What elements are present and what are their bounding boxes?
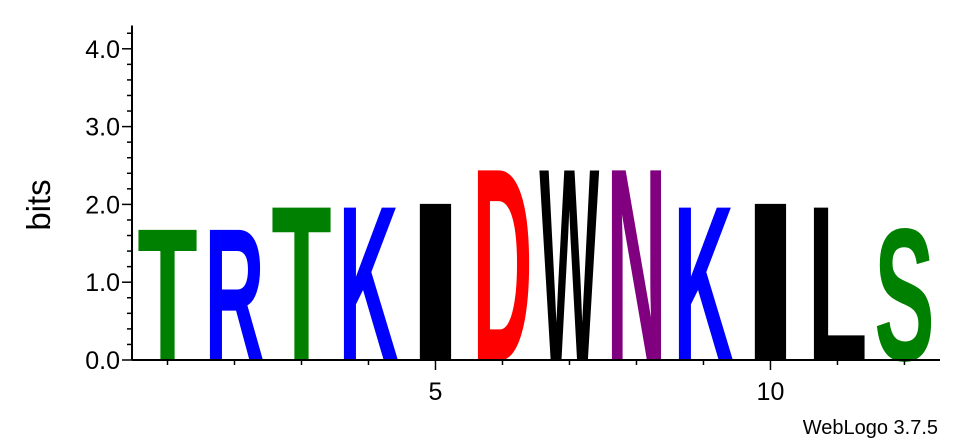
logo-letter-12: S bbox=[874, 190, 934, 401]
logo-letter-4: K bbox=[338, 160, 398, 407]
x-tick-label: 5 bbox=[429, 378, 443, 406]
y-tick-label: 2.0 bbox=[85, 191, 120, 219]
logo-letter-11: L bbox=[807, 161, 867, 408]
y-tick-label: 1.0 bbox=[85, 269, 120, 297]
y-tick-label: 0.0 bbox=[85, 347, 120, 375]
logo-letter-2: R bbox=[204, 189, 264, 400]
logo-letter-6: D bbox=[472, 112, 532, 419]
y-tick-label: 3.0 bbox=[85, 114, 120, 142]
logo-letter-7: W bbox=[539, 112, 599, 419]
logo-letter-5: I bbox=[405, 156, 465, 410]
logo-letter-8: N bbox=[606, 112, 666, 419]
logo-letter-10: I bbox=[740, 156, 800, 410]
y-tick-label: 4.0 bbox=[85, 36, 120, 64]
x-tick-label: 10 bbox=[757, 378, 785, 406]
y-axis-label: bits bbox=[20, 179, 57, 230]
y-axis: 0.0 1.0 2.0 3.0 4.0 bbox=[85, 25, 133, 375]
weblogo-credit: WebLogo 3.7.5 bbox=[803, 417, 938, 439]
x-axis: 5 10 bbox=[132, 359, 940, 406]
logo-letter-9: K bbox=[673, 160, 733, 407]
logo-letter-3: T bbox=[271, 161, 331, 408]
logo-letter-1: T bbox=[137, 188, 197, 400]
